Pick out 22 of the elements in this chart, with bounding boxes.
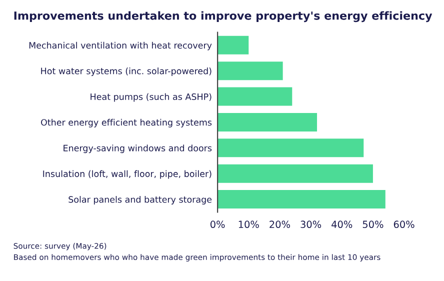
x-tick-label: 60%	[394, 220, 414, 228]
bar	[218, 138, 364, 158]
y-tick-label: Heat pumps (such as ASHP)	[90, 93, 212, 102]
bar	[218, 164, 373, 183]
x-tick-label: 0%	[210, 220, 225, 228]
bar	[218, 112, 318, 132]
y-tick-label: Other energy efficient heating systems	[41, 118, 212, 128]
bar	[218, 62, 283, 80]
y-tick-label: Insulation (loft, wall, floor, pipe, boiler)	[43, 170, 212, 179]
bar	[218, 36, 249, 54]
x-tick-label: 30%	[300, 220, 322, 228]
y-tick-label: Energy-saving windows and doors	[64, 144, 212, 154]
chart-title: Improvements undertaken to improve property's energy efficiency	[14, 11, 432, 22]
y-tick-label: Mechanical ventilation with heat recovery	[29, 42, 212, 50]
y-tick-label: Hot water systems (inc. solar-powered)	[41, 68, 212, 76]
y-tick-label: Solar panels and battery storage	[68, 196, 212, 204]
x-tick-label: 50%	[362, 220, 384, 228]
x-tick-label: 20%	[270, 220, 290, 228]
x-tick-label: 10%	[238, 220, 259, 228]
bar	[218, 87, 292, 106]
bar	[218, 190, 386, 209]
x-tick-label: 40%	[332, 220, 352, 228]
